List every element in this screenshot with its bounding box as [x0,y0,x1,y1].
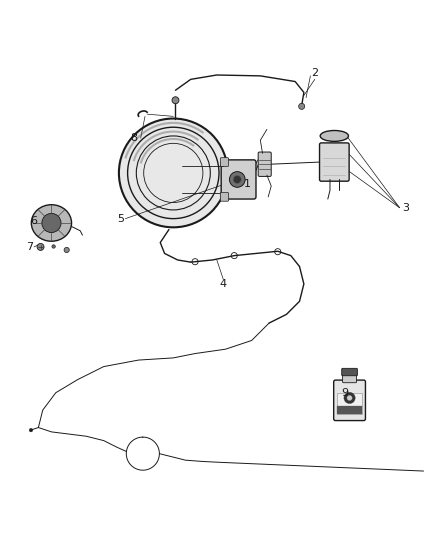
Circle shape [347,395,352,400]
FancyBboxPatch shape [220,158,229,166]
Circle shape [344,392,355,403]
Text: 7: 7 [26,242,33,252]
FancyBboxPatch shape [334,380,365,421]
FancyBboxPatch shape [342,368,357,376]
Text: 4: 4 [220,279,227,289]
Circle shape [29,429,33,432]
Circle shape [52,245,55,248]
Ellipse shape [32,205,71,241]
Text: 5: 5 [117,214,124,224]
Text: 8: 8 [131,133,138,143]
Circle shape [64,247,69,253]
FancyBboxPatch shape [258,152,271,176]
Text: 1: 1 [244,179,251,189]
FancyBboxPatch shape [337,406,362,414]
FancyBboxPatch shape [343,374,357,383]
Circle shape [42,213,61,232]
Circle shape [230,172,245,187]
Circle shape [299,103,305,109]
Ellipse shape [320,131,349,141]
Text: 2: 2 [311,68,318,78]
FancyBboxPatch shape [320,143,349,181]
Text: 3: 3 [403,203,410,213]
Circle shape [172,97,179,104]
Circle shape [119,118,228,228]
Text: 6: 6 [31,216,38,226]
Text: 9: 9 [342,387,349,398]
FancyBboxPatch shape [220,192,229,201]
Circle shape [37,244,44,251]
FancyBboxPatch shape [337,393,362,414]
Circle shape [233,175,241,183]
FancyBboxPatch shape [221,160,256,199]
